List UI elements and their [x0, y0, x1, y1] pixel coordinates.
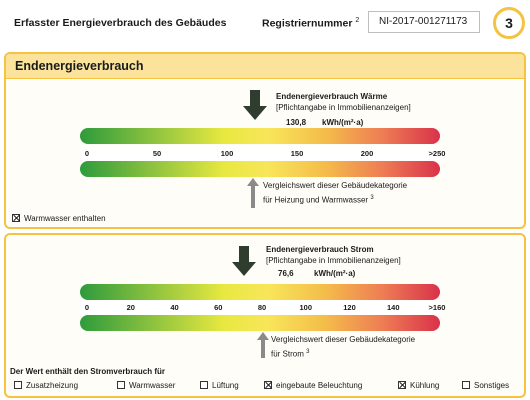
power-scale-strip [80, 300, 440, 316]
power-scale-bar-upper [80, 284, 440, 300]
power-tick-label: 100 [299, 303, 313, 312]
includes-option[interactable]: Warmwasser [117, 381, 175, 390]
registration-footnote: 2 [355, 17, 360, 24]
includes-checkbox[interactable] [117, 381, 125, 389]
power-tick-label: 80 [257, 303, 267, 312]
power-compare-line2: für Strom [271, 349, 304, 359]
heat-compare-line1: Vergleichswert dieser Gebäudekategorie [263, 181, 408, 190]
includes-checkbox[interactable] [462, 381, 470, 389]
power-tick-label: 140 [386, 303, 400, 312]
includes-checkbox[interactable] [200, 381, 208, 389]
heat-tick-label: 150 [290, 149, 304, 158]
includes-label: Kühlung [410, 381, 440, 390]
page-number-badge: 3 [493, 7, 525, 39]
heat-value: 130,8 [286, 118, 307, 127]
heat-scale-bar-upper [80, 128, 440, 144]
registration-label: Registriernummer 2 [262, 17, 359, 30]
panel-title: Endenergieverbrauch [6, 54, 524, 79]
warmwater-included[interactable]: Warmwasser enthalten [12, 213, 106, 224]
heat-tick-label: 200 [360, 149, 374, 158]
heat-unit: kWh/(m²·a) [322, 118, 364, 127]
includes-option[interactable]: Sonstiges [462, 381, 509, 390]
heat-scale-strip [80, 145, 440, 162]
includes-option[interactable]: eingebaute Beleuchtung [264, 381, 362, 390]
registration-label-text: Registriernummer [262, 17, 353, 30]
includes-checkbox[interactable] [14, 381, 22, 389]
power-tick-label: 20 [126, 303, 135, 312]
includes-label: Sonstiges [474, 381, 510, 390]
power-label-title: Endenergieverbrauch Strom [266, 245, 374, 254]
power-value: 76,6 [278, 269, 294, 278]
includes-label: Lüftung [212, 381, 239, 390]
heat-label-note: [Pflichtangabe in Immobilienanzeigen] [276, 103, 411, 112]
power-compare-line1: Vergleichswert dieser Gebäudekategorie [271, 335, 416, 344]
page-heading: Erfasster Energieverbrauch des Gebäudes [14, 17, 227, 29]
power-label: Endenergieverbrauch Strom [Pflichtangabe… [266, 244, 401, 266]
power-tick-label: 0 [84, 303, 90, 312]
power-compare-label: Vergleichswert dieser Gebäudekategorie f… [271, 334, 415, 361]
heat-tick-label: 100 [220, 149, 234, 158]
heat-label: Endenergieverbrauch Wärme [Pflichtangabe… [276, 91, 411, 113]
warmwater-checkbox[interactable] [12, 214, 20, 222]
includes-label: Zusatzheizung [26, 381, 79, 390]
includes-checkbox[interactable] [264, 381, 272, 389]
includes-title: Der Wert enthält den Stromverbrauch für [10, 367, 165, 376]
power-scale-bar-lower [80, 315, 440, 331]
certificate-header: Erfasster Energieverbrauch des Gebäudes … [0, 0, 530, 46]
heat-tick-label: 0 [84, 149, 90, 158]
includes-label: Warmwasser [129, 381, 176, 390]
power-tick-label: 60 [214, 303, 223, 312]
heat-label-title: Endenergieverbrauch Wärme [276, 92, 388, 101]
heat-tick-label: >250 [428, 149, 446, 158]
includes-option[interactable]: Lüftung [200, 381, 239, 390]
power-tick-label: >160 [428, 303, 446, 312]
includes-label: eingebaute Beleuchtung [276, 381, 363, 390]
includes-checkbox[interactable] [398, 381, 406, 389]
power-label-note: [Pflichtangabe in Immobilienanzeigen] [266, 256, 401, 265]
includes-option[interactable]: Zusatzheizung [14, 381, 78, 390]
warmwater-label: Warmwasser enthalten [24, 214, 106, 223]
heat-tick-label: 50 [152, 149, 162, 158]
heat-compare-footnote: 3 [370, 195, 374, 201]
power-tick-label: 120 [343, 303, 356, 312]
includes-option[interactable]: Kühlung [398, 381, 439, 390]
heat-scale-bar-lower [80, 161, 440, 177]
registration-number-field: NI-2017-001271173 [368, 11, 480, 33]
heat-compare-line2: für Heizung und Warmwasser [263, 195, 369, 205]
heat-compare-label: Vergleichswert dieser Gebäudekategorie f… [263, 180, 407, 207]
power-unit: kWh/(m²·a) [314, 269, 356, 278]
power-compare-footnote: 3 [306, 349, 310, 355]
power-tick-label: 40 [170, 303, 179, 312]
